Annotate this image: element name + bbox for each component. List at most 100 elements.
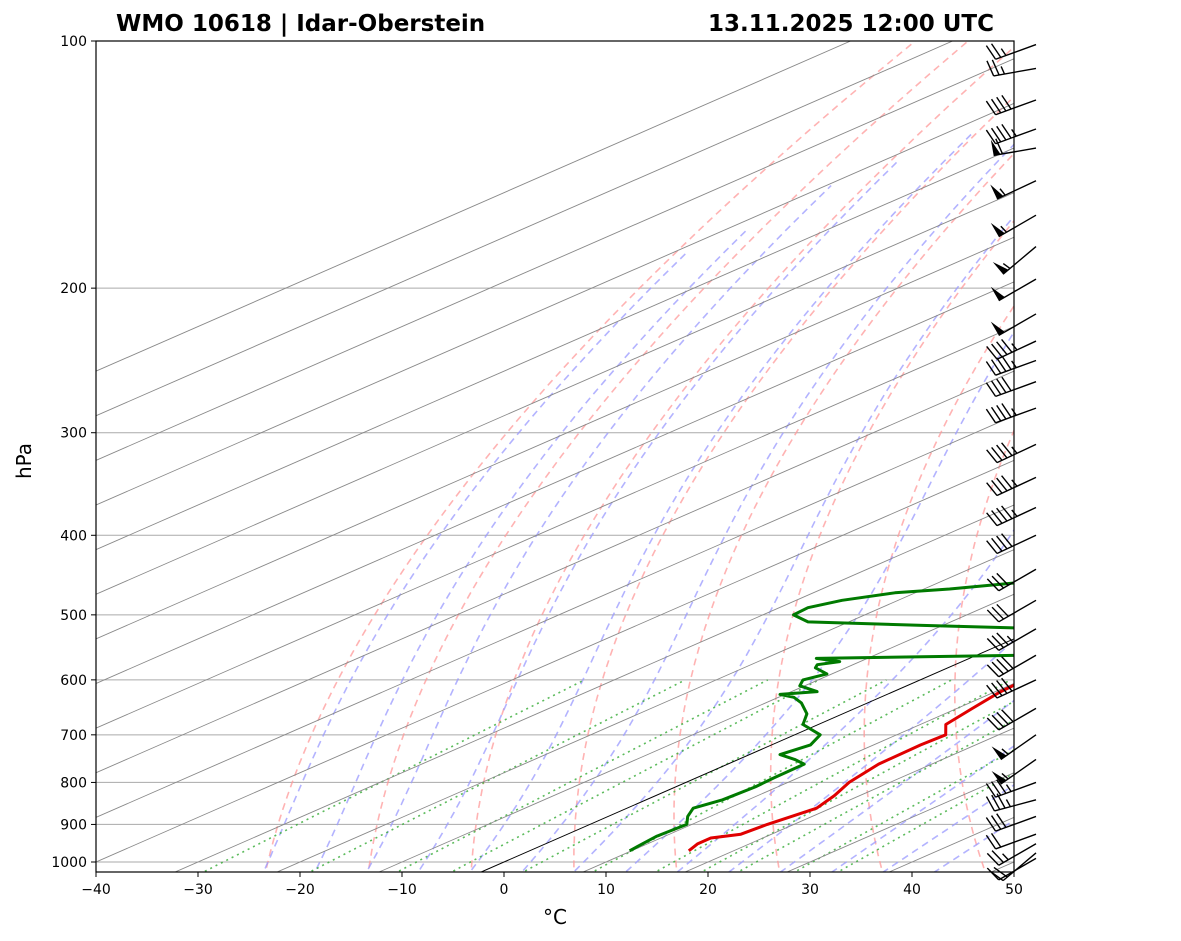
wind-barb-flag bbox=[989, 870, 1004, 882]
wind-barb-shaft bbox=[1000, 758, 1037, 785]
wind-barb-flag bbox=[986, 482, 998, 496]
wind-barb-flag bbox=[986, 540, 998, 554]
wind-barb-half-flag bbox=[1001, 748, 1009, 755]
wind-barb-flag bbox=[986, 717, 1000, 731]
dewpoint-line bbox=[628, 581, 1014, 853]
wind-barb bbox=[986, 599, 1037, 623]
wind-barb-flag bbox=[996, 680, 1008, 694]
y-tick-label: 900 bbox=[60, 817, 87, 833]
wind-barb-flag bbox=[991, 606, 1005, 620]
wind-barb-shaft bbox=[998, 707, 1037, 731]
wind-barb-flag bbox=[993, 866, 1008, 878]
wind-barb-flag bbox=[985, 783, 997, 798]
wind-barb-flag bbox=[996, 712, 1009, 725]
wind-barb-flag bbox=[996, 572, 1009, 586]
moist-adiabat-line bbox=[365, 185, 832, 872]
wind-barb-shaft bbox=[995, 99, 1037, 116]
x-tick-label: 50 bbox=[1005, 882, 1023, 898]
wind-barb-pennant bbox=[991, 746, 1007, 760]
isotherm-line bbox=[96, 370, 1014, 774]
wind-barb-flag bbox=[1001, 339, 1013, 353]
dry-adiabat-line bbox=[573, 95, 1014, 872]
wind-barb bbox=[986, 505, 1037, 527]
wind-barb-flag bbox=[991, 850, 1005, 863]
wind-barb-flag bbox=[996, 779, 1007, 794]
wind-barb-shaft bbox=[993, 67, 1037, 77]
wind-barb-half-flag bbox=[1011, 509, 1018, 517]
isotherm-line bbox=[96, 41, 953, 417]
wind-barb-shaft bbox=[995, 381, 1037, 398]
y-tick-label: 100 bbox=[60, 34, 87, 50]
x-axis-label: °C bbox=[543, 905, 567, 929]
wind-barb-flag bbox=[1001, 677, 1013, 692]
wind-barb-half-flag bbox=[1006, 635, 1014, 643]
moist-adiabat-line bbox=[520, 143, 1014, 872]
wind-barb-pennant bbox=[992, 261, 1009, 275]
isotherm-line bbox=[96, 192, 1014, 595]
wind-barb-half-flag bbox=[1011, 446, 1018, 454]
wind-barb-half-flag bbox=[1005, 799, 1012, 808]
x-tick-label: 10 bbox=[597, 882, 615, 898]
wind-barb-flag bbox=[986, 512, 998, 527]
wind-barb-flag bbox=[991, 794, 1001, 810]
mixing-ratio-line bbox=[653, 679, 1011, 872]
thermodynamic-background-lines bbox=[96, 41, 1014, 872]
wind-barb-shaft bbox=[995, 43, 1037, 60]
wind-barb-flag bbox=[991, 537, 1003, 552]
wind-barb-shaft bbox=[995, 781, 1037, 798]
wind-barb bbox=[991, 758, 1037, 785]
x-tick-label: −10 bbox=[387, 882, 417, 898]
wind-barb-half-flag bbox=[1000, 48, 1007, 56]
wind-barb-pennant bbox=[990, 286, 1005, 301]
wind-barb-flag bbox=[991, 59, 1000, 76]
wind-barb-shaft bbox=[998, 214, 1037, 238]
wind-barb-shaft bbox=[995, 815, 1037, 832]
wind-barb-flag bbox=[991, 635, 1005, 649]
wind-barb-flag bbox=[1001, 124, 1012, 139]
wind-barb-flag bbox=[996, 96, 1007, 112]
wind-barb bbox=[986, 59, 1037, 77]
wind-barb-flag bbox=[1001, 533, 1013, 547]
wind-barbs bbox=[985, 43, 1037, 882]
wind-barb-pennant bbox=[991, 770, 1007, 785]
y-axis-label: hPa bbox=[12, 443, 36, 479]
wind-barb bbox=[986, 533, 1037, 555]
wind-barb-flag bbox=[991, 575, 1005, 589]
wind-barb-shaft bbox=[998, 599, 1037, 623]
wind-barb-flag bbox=[990, 781, 1002, 796]
wind-barb-flag bbox=[986, 852, 1000, 866]
wind-barb-flag bbox=[991, 343, 1003, 358]
wind-barb bbox=[985, 376, 1037, 398]
dry-adiabat-line bbox=[863, 304, 1014, 872]
wind-barb bbox=[986, 475, 1037, 497]
wind-barb bbox=[986, 568, 1037, 592]
wind-barb-flag bbox=[985, 817, 997, 832]
wind-barb-flag bbox=[985, 129, 997, 145]
wind-barb-flag bbox=[996, 357, 1007, 372]
wind-barb-shaft bbox=[998, 654, 1037, 678]
wind-barb-flag bbox=[986, 449, 998, 464]
mixing-ratio-line bbox=[395, 679, 769, 872]
wind-barb-flag bbox=[996, 813, 1007, 828]
wind-barb bbox=[989, 852, 1037, 882]
wind-barb-flag bbox=[996, 535, 1008, 550]
x-tick-label: −30 bbox=[183, 882, 213, 898]
mixing-ratio-line bbox=[521, 679, 887, 872]
wind-barb-pennant bbox=[990, 321, 1005, 336]
wind-barb bbox=[991, 734, 1037, 761]
wind-barb-flag bbox=[991, 682, 1003, 697]
wind-barb-shaft bbox=[998, 843, 1037, 866]
wind-barb-flag bbox=[996, 658, 1009, 672]
wind-barb bbox=[985, 95, 1037, 116]
dry-adiabat-line bbox=[367, 41, 969, 872]
plot-frame bbox=[95, 40, 1015, 873]
wind-barb bbox=[990, 138, 1037, 157]
x-tick-label: 0 bbox=[500, 882, 509, 898]
wind-barb-shaft bbox=[994, 799, 1037, 812]
isotherm-line bbox=[174, 504, 1014, 872]
y-tick-label: 1000 bbox=[51, 855, 87, 871]
wind-barb-flag bbox=[1001, 376, 1012, 392]
wind-barb-shaft bbox=[1000, 734, 1037, 761]
wind-barb-shaft bbox=[1002, 246, 1037, 275]
